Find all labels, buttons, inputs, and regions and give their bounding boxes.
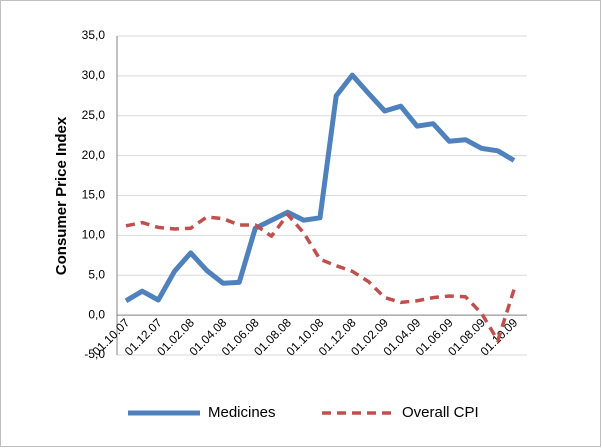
- y-tick-label: 0,0: [88, 307, 105, 321]
- series-line: [124, 72, 516, 303]
- y-tick-label: 20,0: [82, 148, 106, 162]
- y-tick-label: 30,0: [82, 68, 106, 82]
- y-axis-label: Consumer Price Index: [53, 116, 70, 275]
- y-tick-label: 35,0: [82, 28, 106, 42]
- y-tick-label: 25,0: [82, 108, 106, 122]
- legend-label: Medicines: [208, 404, 276, 421]
- legend-label: Overall CPI: [402, 404, 479, 421]
- y-tick-label: 10,0: [82, 228, 106, 242]
- y-tick-label: 5,0: [88, 267, 105, 281]
- y-tick-label: -5,0: [84, 347, 105, 361]
- series-line: [125, 212, 516, 343]
- y-tick-label: 15,0: [82, 188, 106, 202]
